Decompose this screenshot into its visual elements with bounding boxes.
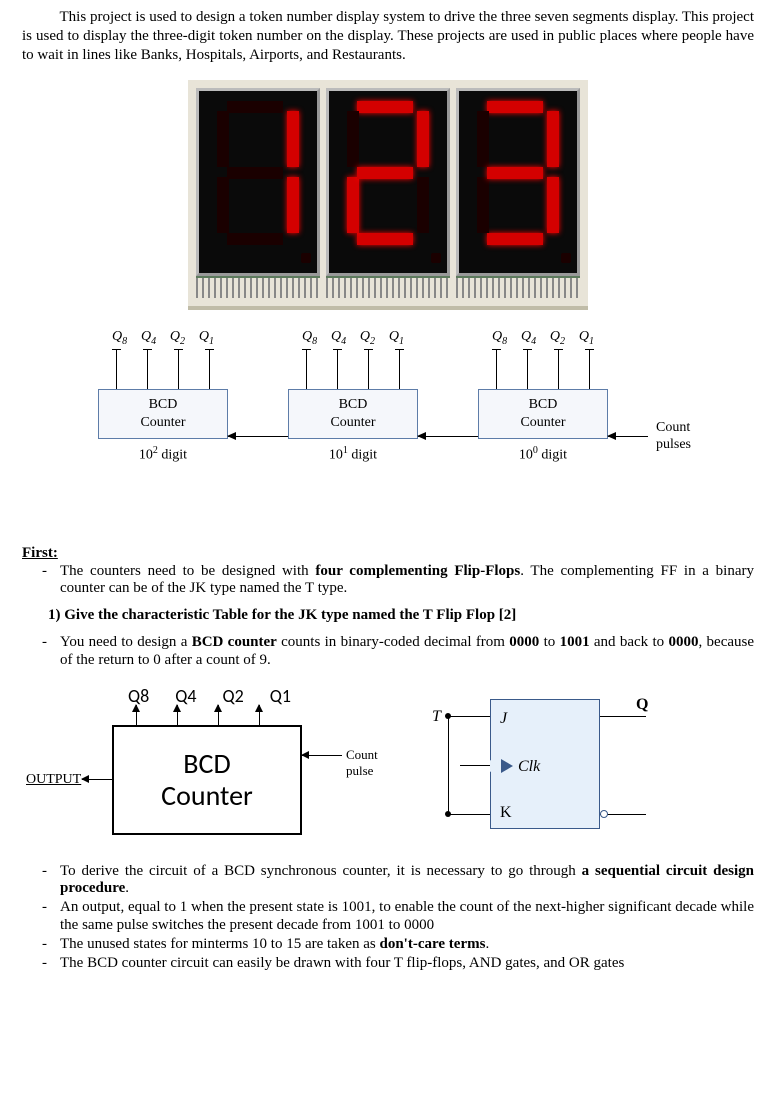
bcd-stage-10: Q8 Q4 Q2 Q1 BCDCounter 101 digit [288, 328, 418, 464]
clk-label: Clk [518, 757, 540, 777]
bullet-seq-design: To derive the circuit of a BCD synchrono… [60, 863, 754, 898]
up-arrow-icon [136, 705, 137, 725]
bcd-stage-1: Q8 Q4 Q2 Q1 BCDCounter 100 digit [478, 328, 608, 464]
t-input-label: T [432, 707, 441, 727]
first-heading: First: [22, 544, 754, 563]
qbar-bubble-icon [600, 810, 608, 818]
q1-label: Q1 [270, 685, 291, 708]
up-arrow-icon [177, 705, 178, 725]
bullet-bcd-counter: You need to design a BCD counter counts … [60, 634, 754, 669]
q-output-label: Q [636, 695, 648, 715]
digit-hundreds [196, 88, 320, 298]
bullet-four-ff: The counters need to be designed with fo… [60, 563, 754, 598]
digit-tens [326, 88, 450, 298]
bcd-stage-100: Q8 Q4 Q2 Q1 BCDCounter 102 digit [98, 328, 228, 464]
bcd-cascade-diagram: Q8 Q4 Q2 Q1 BCDCounter 102 digit Q8 Q4 Q… [68, 328, 708, 518]
bcd-and-jk-diagram: Q8 Q4 Q2 Q1 BCDCounter OUTPUT Count puls… [32, 679, 754, 849]
k-input-label: K [500, 803, 512, 823]
bcd-counter-box: BCDCounter [112, 725, 302, 835]
digit-ones [456, 88, 580, 298]
intro-paragraph: This project is used to design a token n… [22, 8, 754, 64]
count-pulses-label: Countpulses [656, 420, 691, 454]
jk-flipflop-diagram: T J K Clk Q [400, 679, 670, 849]
seven-segment-display [188, 80, 588, 310]
bullet-dont-care: The unused states for minterms 10 to 15 … [60, 936, 754, 953]
count-pulse-arrow-icon [302, 755, 342, 756]
bullet-t-ff-gates: The BCD counter circuit can easily be dr… [60, 955, 754, 972]
output-label: OUTPUT [26, 771, 81, 789]
up-arrow-icon [218, 705, 219, 725]
count-pulses-arrow-icon [608, 436, 648, 437]
count-pulse-label: Count pulse [346, 747, 378, 780]
output-arrow-icon [82, 779, 112, 780]
bcd-counter-block: Q8 Q4 Q2 Q1 BCDCounter OUTPUT Count puls… [32, 679, 352, 849]
j-input-label: J [500, 709, 507, 729]
question-1: 1) Give the characteristic Table for the… [48, 606, 754, 625]
bullet-output-1001: An output, equal to 1 when the present s… [60, 899, 754, 934]
up-arrow-icon [259, 705, 260, 725]
carry-arrow-icon [228, 436, 288, 437]
carry-arrow-icon [418, 436, 478, 437]
